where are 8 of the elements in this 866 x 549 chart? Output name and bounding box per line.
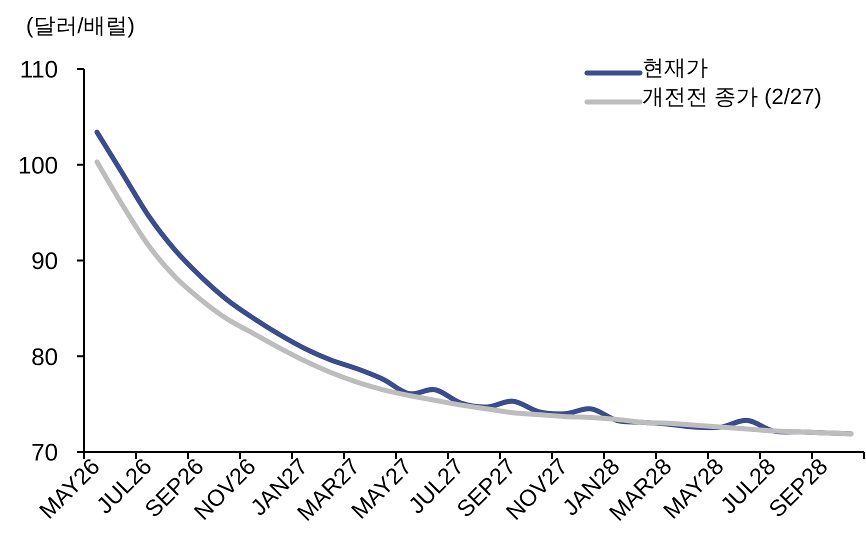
y-tick-label: 100 (18, 152, 58, 180)
y-tick-label: 90 (31, 248, 58, 275)
y-tick-label: 70 (31, 440, 58, 466)
ylabel: (달러/배럴) (26, 13, 135, 38)
y-tick-label: 80 (31, 344, 58, 371)
legend-label: 개전전 종가 (2/27) (642, 84, 822, 109)
legend-label: 현재가 (642, 55, 708, 80)
y-tick-label: 110 (20, 56, 58, 84)
